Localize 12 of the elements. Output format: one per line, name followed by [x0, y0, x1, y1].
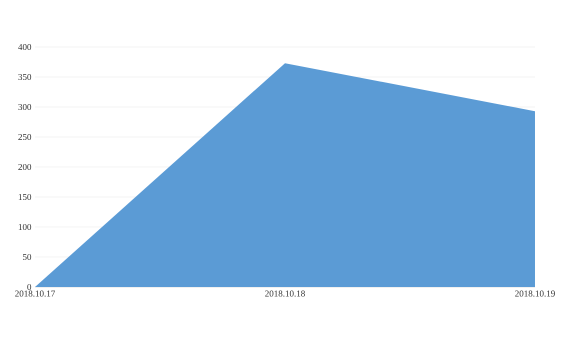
- y-tick-label: 250: [18, 134, 32, 140]
- x-tick-label: 2018.10.17: [15, 290, 55, 297]
- y-tick-label: 400: [18, 44, 32, 50]
- y-tick-label: 300: [18, 104, 32, 110]
- x-tick-label: 2018.10.18: [265, 290, 305, 297]
- y-tick-label: 150: [18, 194, 32, 200]
- x-tick-label: 2018.10.19: [515, 290, 555, 297]
- y-tick-label: 100: [18, 224, 32, 230]
- y-tick-label: 350: [18, 74, 32, 80]
- y-tick-label: 50: [22, 254, 32, 260]
- y-tick-label: 200: [18, 164, 32, 170]
- y-tick-label: 0: [27, 284, 32, 290]
